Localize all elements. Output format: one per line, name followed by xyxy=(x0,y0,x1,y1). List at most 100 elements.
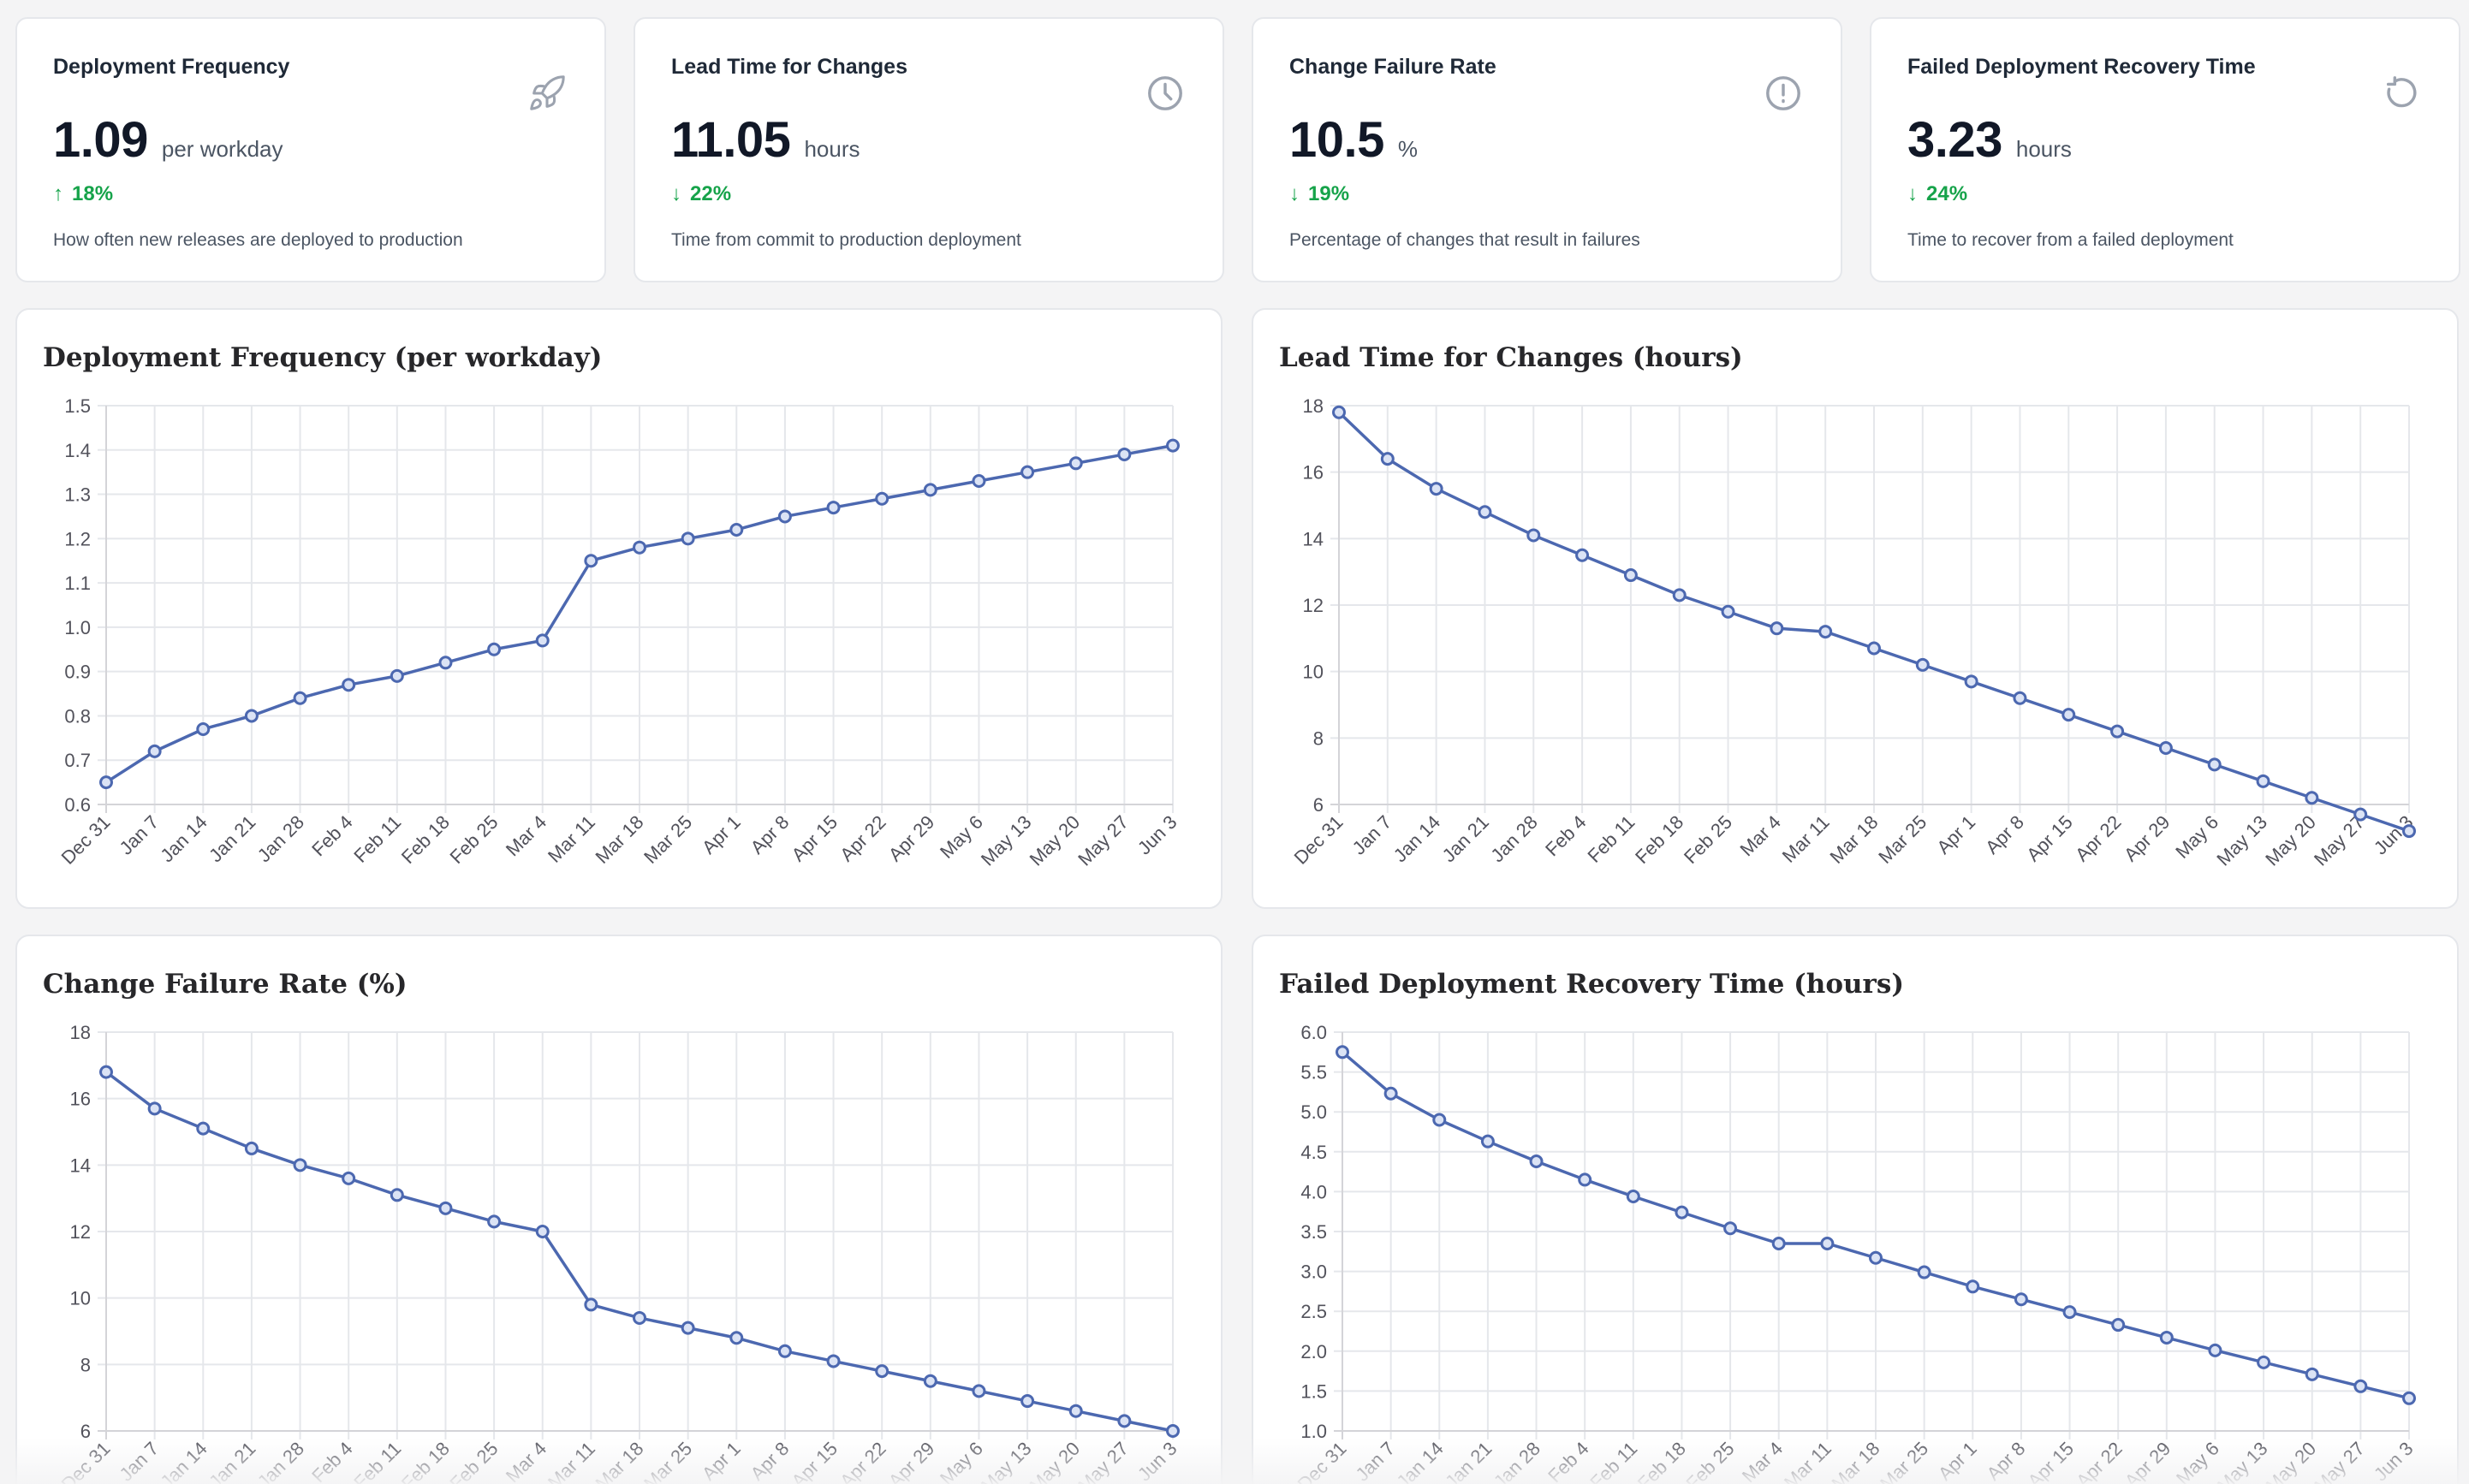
x-tick-label: Mar 4 xyxy=(502,811,550,860)
metric-card-recovery-time: Failed Deployment Recovery Time 3.23 hou… xyxy=(1870,17,2460,282)
x-tick-label: May 20 xyxy=(2262,1438,2321,1484)
data-point xyxy=(2257,1355,2271,1369)
data-point xyxy=(244,709,259,723)
y-tick-label: 3.0 xyxy=(1300,1261,1327,1283)
y-tick-label: 10 xyxy=(70,1288,91,1309)
data-point xyxy=(2158,740,2173,755)
metric-value: 11.05 xyxy=(671,112,791,168)
data-point xyxy=(1429,482,1443,496)
y-tick-label: 0.7 xyxy=(64,750,91,771)
x-tick-label: Apr 29 xyxy=(2121,1438,2175,1484)
data-point xyxy=(1578,1172,1592,1187)
y-tick-label: 0.6 xyxy=(64,794,91,816)
data-point xyxy=(1380,452,1395,466)
metric-description: Percentage of changes that result in fai… xyxy=(1289,230,1640,250)
data-point xyxy=(1820,1236,1835,1250)
data-point xyxy=(729,522,744,537)
data-point xyxy=(1068,1404,1083,1418)
x-tick-label: Jan 21 xyxy=(1438,811,1493,866)
y-tick-label: 14 xyxy=(1303,528,1324,549)
x-tick-label: Apr 8 xyxy=(1981,811,2028,858)
x-tick-label: Jan 28 xyxy=(1490,1438,1544,1484)
data-point xyxy=(2111,1318,2126,1333)
data-point xyxy=(1818,625,1833,639)
y-tick-label: 1.4 xyxy=(64,440,91,461)
delta-value: 24% xyxy=(1926,182,1968,205)
x-tick-label: May 6 xyxy=(2172,1438,2223,1484)
x-tick-label: Feb 4 xyxy=(307,1438,356,1484)
y-tick-label: 1.5 xyxy=(1300,1380,1327,1402)
x-tick-label: Mar 18 xyxy=(591,811,647,868)
data-point xyxy=(1771,1236,1786,1250)
data-point xyxy=(1966,1279,1980,1294)
data-point xyxy=(535,633,550,648)
arrow-up-icon: ↑ xyxy=(53,182,63,205)
x-tick-label: Apr 22 xyxy=(836,811,890,866)
data-point xyxy=(1336,1045,1349,1060)
chart-card-change-failure-rate: Change Failure Rate (%) 6 8 10 12 14 16 18 Dec … xyxy=(15,935,1223,1484)
data-point xyxy=(1068,456,1083,471)
x-tick-label: Jan 14 xyxy=(1392,1438,1447,1484)
data-point xyxy=(1867,641,1881,656)
y-tick-label: 16 xyxy=(1303,462,1324,484)
data-point xyxy=(584,1297,598,1312)
x-tick-label: Feb 25 xyxy=(446,1438,503,1484)
recovery-time-chart: 1.0 1.5 2.0 2.5 3.0 3.5 4.0 4.5 5.0 5.5 6.0 Dec 31 J… xyxy=(1294,1022,2418,1484)
x-tick-label: Apr 1 xyxy=(698,811,745,858)
data-point xyxy=(1526,528,1541,543)
x-tick-label: Mar 11 xyxy=(544,811,599,867)
x-tick-label: Feb 4 xyxy=(307,811,356,860)
metric-title: Change Failure Rate xyxy=(1289,55,1496,79)
metric-delta: ↑ 18% xyxy=(53,182,567,206)
data-point xyxy=(1964,674,1978,689)
x-tick-label: Mar 11 xyxy=(544,1438,599,1484)
data-point xyxy=(923,483,937,497)
x-tick-label: Apr 1 xyxy=(1932,811,1979,858)
y-tick-label: 10 xyxy=(1303,662,1324,683)
data-point xyxy=(2353,1379,2368,1393)
x-tick-label: May 13 xyxy=(2212,811,2271,870)
data-point xyxy=(1626,1189,1640,1203)
x-tick-label: May 20 xyxy=(1026,811,1085,870)
y-tick-label: 4.5 xyxy=(1300,1142,1327,1163)
y-tick-label: 6 xyxy=(80,1421,91,1442)
metric-value: 10.5 xyxy=(1289,112,1384,168)
metric-card-change-failure-rate: Change Failure Rate 10.5 % ↓ 19% Percent… xyxy=(1252,17,1842,282)
y-tick-label: 0.9 xyxy=(64,662,91,683)
x-tick-label: Jan 28 xyxy=(1486,811,1541,866)
data-point xyxy=(681,1321,695,1335)
y-tick-label: 1.2 xyxy=(64,528,91,549)
x-tick-label: Mar 18 xyxy=(1825,811,1882,868)
x-tick-label: Mar 4 xyxy=(1735,811,1784,860)
x-tick-label: Apr 15 xyxy=(2024,1438,2079,1484)
x-tick-label: Apr 15 xyxy=(788,811,842,866)
x-tick-label: Mar 25 xyxy=(1874,811,1931,868)
y-tick-label: 8 xyxy=(1313,727,1324,749)
x-tick-label: Feb 18 xyxy=(1631,811,1687,868)
data-point xyxy=(1869,1250,1883,1265)
x-tick-label: Mar 4 xyxy=(502,1438,550,1484)
data-point xyxy=(1332,405,1346,419)
data-point xyxy=(2014,1292,2028,1307)
data-point xyxy=(1721,604,1735,619)
x-tick-label: Jun 3 xyxy=(2370,1438,2418,1484)
x-tick-label: Jan 21 xyxy=(205,1438,259,1484)
x-tick-label: Apr 8 xyxy=(1983,1438,2030,1484)
data-point xyxy=(293,1158,307,1172)
data-point xyxy=(2207,757,2222,772)
data-point xyxy=(1117,1414,1132,1428)
x-tick-label: Dec 31 xyxy=(1294,1438,1351,1484)
data-point xyxy=(2353,807,2368,822)
x-tick-label: Jan 14 xyxy=(156,1438,211,1484)
x-tick-label: Apr 15 xyxy=(788,1438,842,1484)
y-tick-label: 1.0 xyxy=(64,617,91,638)
x-tick-label: May 20 xyxy=(1026,1438,1085,1484)
y-tick-label: 2.5 xyxy=(1300,1301,1327,1322)
data-point xyxy=(438,1201,453,1215)
data-point xyxy=(147,744,162,758)
chart-card-recovery-time: Failed Deployment Recovery Time (hours) … xyxy=(1252,935,2459,1484)
y-tick-label: 0.8 xyxy=(64,705,91,727)
x-tick-label: Mar 25 xyxy=(640,1438,696,1484)
